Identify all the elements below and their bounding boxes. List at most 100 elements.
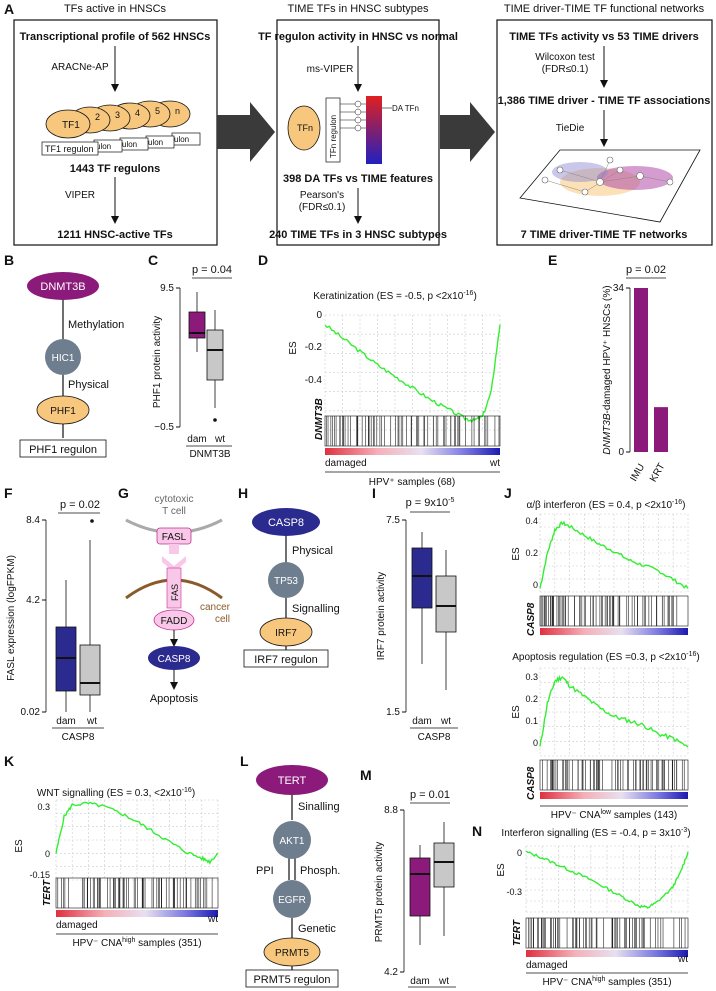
tp53-node (268, 562, 304, 598)
svg-text:TFn regulon: TFn regulon (329, 115, 338, 158)
svg-text:wt: wt (440, 716, 451, 727)
e-pvalue: p = 0.02 (626, 264, 666, 276)
col2-result1: 398 DA TFs vs TIME features (283, 173, 433, 185)
panel-e: E p = 0.02 34 0 DNMT3B-damaged HPV⁺ HNSC… (548, 252, 668, 484)
j-title2: Apoptosis regulation (ES =0.3, p <2x10-1… (512, 651, 699, 663)
d-rank-bar (325, 448, 500, 455)
col2-tool2a: Pearson's (300, 190, 344, 201)
svg-text:0.2: 0.2 (525, 548, 538, 558)
svg-text:DNMT3B: DNMT3B (40, 281, 85, 293)
svg-text:ES: ES (288, 341, 299, 355)
casp8-node-h (252, 508, 320, 536)
svg-text:-0.15: -0.15 (29, 870, 50, 880)
col1-title: Transcriptional profile of 562 HNSCs (20, 31, 211, 43)
tf1-regulon-label: TF1 regulon (45, 144, 94, 154)
svg-text:2: 2 (95, 112, 100, 122)
panel-letter-a: A (4, 1, 14, 17)
svg-text:4.2: 4.2 (26, 595, 40, 606)
c-ylabel: PHF1 protein activity (152, 316, 163, 408)
i-ylabel: IRF7 protein activity (376, 572, 387, 660)
phf1-regulon-box (19, 439, 107, 458)
h-signalling-label: Signalling (292, 603, 340, 615)
methylation-label: Methylation (68, 319, 124, 331)
egfr-node (273, 880, 311, 918)
svg-text:CASP8: CASP8 (62, 732, 95, 743)
panel-letter-f: F (4, 485, 13, 501)
svg-text:FADD: FADD (161, 616, 188, 627)
c-box-wt (206, 310, 224, 422)
e-bar-imu (634, 288, 648, 452)
j2-es-curve (539, 674, 689, 748)
j2-rank-bar (540, 792, 688, 799)
da-tfn-label: DA TFn (392, 104, 419, 113)
svg-text:ulon: ulon (122, 140, 137, 149)
i-box-dam (411, 532, 433, 664)
svg-text:0.1: 0.1 (525, 716, 538, 726)
casp8-node-g (148, 646, 200, 670)
network-plane (519, 149, 701, 223)
irf7-regulon-box (243, 649, 329, 668)
l-phosph-label: Phosph. (300, 865, 340, 877)
svg-text:0.4: 0.4 (525, 516, 538, 526)
svg-text:4.2: 4.2 (384, 967, 398, 978)
svg-text:wt: wt (489, 458, 500, 469)
c-pvalue: p = 0.04 (192, 264, 232, 276)
panel-letter-c: C (148, 252, 158, 268)
svg-text:-0.3: -0.3 (506, 887, 522, 897)
svg-text:cancer: cancer (200, 602, 231, 613)
j2-hits (539, 759, 689, 791)
svg-text:7.5: 7.5 (386, 515, 400, 526)
svg-text:TERT: TERT (42, 879, 53, 906)
f-box-dam (55, 580, 77, 712)
svg-text:IMU: IMU (628, 462, 647, 483)
tf-ellipses: TF1 2 3 4 5 n (45, 100, 191, 139)
svg-text:wt: wt (86, 716, 97, 727)
hic1-node (45, 339, 81, 375)
svg-text:-0.2: -0.2 (305, 342, 323, 353)
svg-text:-0.4: -0.4 (305, 375, 323, 386)
svg-text:wt: wt (207, 914, 218, 925)
panel-c: C p = 0.04 9.5 −0.5 PHF1 protein activit… (148, 252, 232, 460)
col2-result2: 240 TIME TFs in 3 HNSC subtypes (269, 229, 447, 241)
svg-text:CASP8: CASP8 (526, 766, 537, 800)
col3-tool2: TieDie (556, 123, 585, 134)
f-box-wt (79, 519, 101, 712)
d-title: Keratinization (ES = -0.5, p <2x10-16) (313, 290, 477, 302)
col1-tool1: ARACNe-AP (51, 62, 109, 73)
n-rank-bar (526, 950, 688, 957)
svg-text:dam: dam (56, 716, 75, 727)
svg-text:ES: ES (511, 705, 522, 719)
l-ppi-label: PPI (256, 865, 274, 877)
svg-text:PHF1: PHF1 (50, 406, 76, 417)
panel-letter-i: I (372, 485, 376, 501)
e-ylabel: DNMT3B-damaged HPV⁺ HNSCs (%) (602, 285, 613, 454)
svg-text:1.5: 1.5 (386, 707, 400, 718)
tert-node (256, 765, 328, 795)
svg-text:dam: dam (187, 434, 206, 445)
k-title: WNT signalling (ES = 0.3, <2x10-16) (37, 787, 195, 799)
svg-text:FASL: FASL (162, 532, 187, 543)
k-rank-bar (56, 910, 218, 917)
col1-result1: 1443 TF regulons (70, 163, 160, 175)
svg-text:KRT: KRT (648, 461, 667, 484)
col3-box (496, 19, 713, 246)
svg-text:HIC1: HIC1 (52, 353, 75, 364)
svg-text:TFn: TFn (297, 123, 313, 133)
svg-text:ulon: ulon (174, 135, 189, 144)
prmt5-node (263, 937, 321, 967)
m-box-wt (433, 822, 455, 936)
svg-text:0.3: 0.3 (37, 802, 50, 812)
e-bar-krt (654, 407, 668, 452)
svg-text:wt: wt (677, 954, 688, 965)
svg-text:wt: wt (214, 434, 225, 445)
svg-text:TP53: TP53 (274, 576, 298, 587)
dnmt3b-node (27, 272, 99, 300)
svg-text:DNMT3B: DNMT3B (189, 449, 230, 460)
svg-text:dam: dam (412, 716, 431, 727)
svg-text:0: 0 (618, 447, 624, 458)
svg-text:T cell: T cell (162, 506, 186, 517)
svg-text:damaged: damaged (526, 960, 568, 971)
big-arrow-2 (440, 102, 495, 162)
svg-text:0: 0 (533, 580, 538, 590)
j1-hits (539, 595, 689, 627)
